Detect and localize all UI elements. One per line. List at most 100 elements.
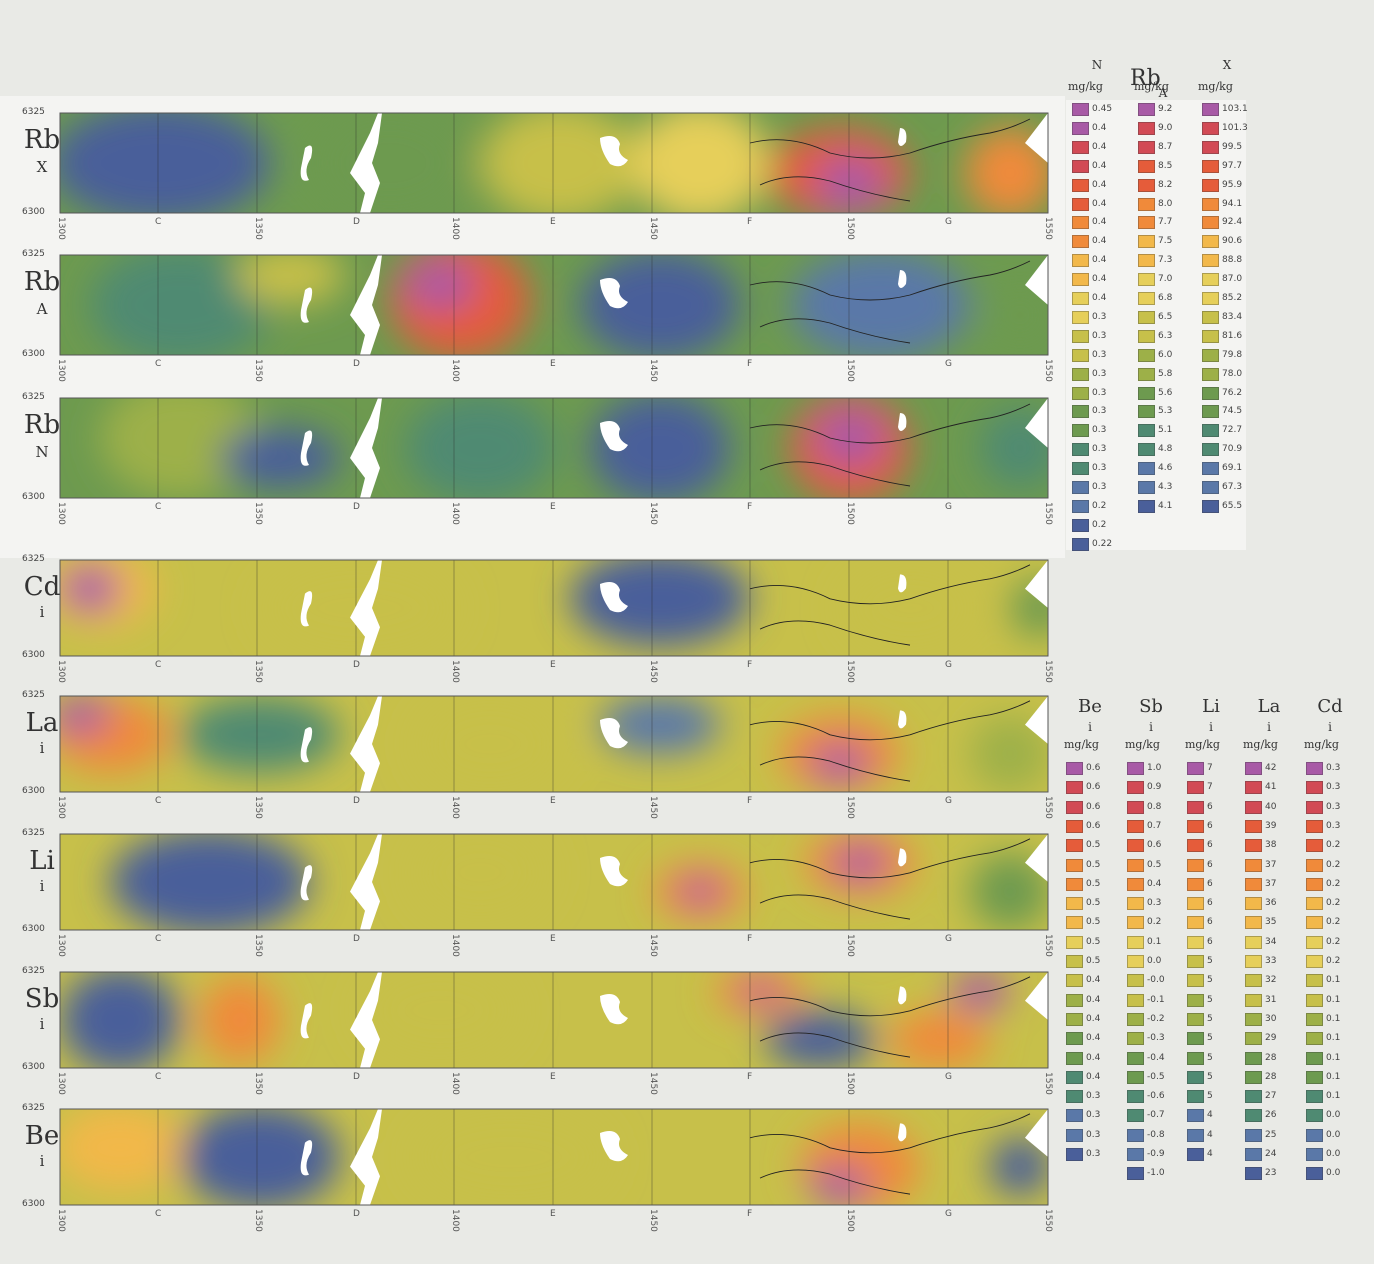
island-shape <box>600 136 628 167</box>
legend-swatch <box>1138 405 1155 419</box>
legend-value: 0.4 <box>1092 236 1107 247</box>
legend-unit: mg/kg <box>1125 738 1160 751</box>
heatmap-blob <box>580 255 740 355</box>
legend-swatch <box>1066 781 1083 795</box>
map-panel-rb-x: Rb X 6325 6300 1300 C 1350 D 1400 E 1450 F 1500 G 1550 <box>0 107 1060 240</box>
legend-swatch <box>1127 839 1144 853</box>
legend-swatch <box>1127 1109 1144 1123</box>
island-shape <box>300 727 313 763</box>
axis-tick-label: 1400 <box>450 359 460 382</box>
axis-tick-label: 1550 <box>1043 796 1053 819</box>
legend-swatch <box>1072 292 1089 305</box>
legend-value: 25 <box>1265 1129 1277 1140</box>
legend-value: 81.6 <box>1222 330 1243 341</box>
legend-value: -0.5 <box>1147 1071 1165 1082</box>
legend-value: 9.0 <box>1158 122 1173 133</box>
heatmap <box>59 397 1049 499</box>
legend-swatch <box>1066 1090 1083 1104</box>
legend-swatch <box>1187 1148 1204 1161</box>
legend-swatch <box>1306 762 1323 775</box>
legend-value: 0.4 <box>1147 878 1162 889</box>
island-shape <box>300 1003 313 1039</box>
legend-value: 0.3 <box>1092 387 1107 398</box>
map-frame <box>59 695 1049 793</box>
axis-tick-label: 1300 <box>56 217 66 240</box>
axis-tick-label: G <box>945 1209 952 1219</box>
legend-swatch <box>1138 424 1155 438</box>
heatmap-blob <box>90 255 270 355</box>
axis-tick-label: E <box>550 359 556 369</box>
island-shape <box>600 1131 628 1162</box>
legend-value: 0.2 <box>1092 500 1107 511</box>
legend-value: 29 <box>1265 1033 1277 1044</box>
legend-value: 0.4 <box>1092 160 1107 171</box>
legend-swatch <box>1138 292 1155 305</box>
legend-swatch <box>1306 955 1323 968</box>
legend-value: 0.1 <box>1326 994 1341 1005</box>
legend-value: 0.0 <box>1326 1149 1341 1159</box>
legend-sub-label: i <box>1209 720 1213 734</box>
legend-value: 0.0 <box>1326 1168 1341 1179</box>
legend-sub-label: A <box>1158 86 1168 100</box>
legend-value: 24 <box>1265 1149 1277 1159</box>
axis-tick-label: 1300 <box>56 1209 66 1232</box>
legend-title: Be <box>1078 696 1102 717</box>
legend-value: 79.8 <box>1222 349 1243 360</box>
element-sub-label: i <box>39 1015 45 1034</box>
axis-tick-label: C <box>155 796 162 806</box>
legend-swatch <box>1138 235 1155 249</box>
legend-value: 0.1 <box>1326 1091 1341 1102</box>
legend-swatch <box>1066 897 1083 911</box>
legend-swatch <box>1202 481 1219 494</box>
legend-value: 0.3 <box>1092 330 1107 341</box>
element-label: Li <box>29 845 55 876</box>
legend-value: 0.3 <box>1092 463 1107 474</box>
map-panel-cd-i: Cd i 6325 6300 1300 C 1350 D 1400 E 1450 F 1500 G 1550 <box>0 554 1060 683</box>
axis-tick-label: 1350 <box>253 660 263 683</box>
legend-title: La <box>1257 696 1281 717</box>
legend-swatch <box>1245 955 1262 968</box>
legend-value: 0.3 <box>1326 782 1341 793</box>
island-shape <box>1025 696 1048 744</box>
legend-value: 41 <box>1265 782 1277 793</box>
legend-value: 0.0 <box>1326 1110 1341 1121</box>
heatmap-blob <box>790 255 970 355</box>
legend-value: 0.3 <box>1092 406 1107 417</box>
legend-swatch <box>1202 140 1219 154</box>
legend-value: 4 <box>1207 1129 1213 1140</box>
legend-swatch <box>1138 386 1155 400</box>
legend-value: 0.3 <box>1086 1149 1101 1159</box>
legend-sub-label: i <box>1088 720 1092 734</box>
island-shape <box>300 591 313 627</box>
legend-value: 5 <box>1207 1091 1213 1102</box>
legend-value: 0.4 <box>1092 141 1107 152</box>
axis-tick-label: 1350 <box>253 796 263 819</box>
legend-swatch <box>1072 443 1089 457</box>
map-panel-rb-a: Rb A 6325 6300 1300 C 1350 D 1400 E 1450 F 1500 G 1550 <box>0 249 1060 382</box>
legend-swatch <box>1066 1032 1083 1046</box>
legend-swatch <box>1245 935 1262 949</box>
legend-value: 78.0 <box>1222 368 1243 379</box>
axis-tick-label: 1450 <box>648 217 658 240</box>
axis-tick-label: C <box>155 502 162 512</box>
element-sub-label: i <box>39 1152 45 1171</box>
axis-tick-label: G <box>945 796 952 806</box>
axis-tick-label: 1550 <box>1043 1209 1053 1232</box>
axis-tick-label: 1300 <box>56 660 66 683</box>
island-shape <box>898 986 907 1005</box>
legend-swatch <box>1127 935 1144 949</box>
heatmap <box>59 833 1049 931</box>
axis-tick-label: D <box>353 502 360 512</box>
axis-tick-label: 1500 <box>845 359 855 382</box>
legend-swatch <box>1245 1128 1262 1142</box>
legend-value: -0.1 <box>1147 994 1165 1005</box>
axis-tick-label: C <box>155 217 162 227</box>
legend-swatch <box>1187 1012 1204 1026</box>
legend-swatch <box>1306 1167 1323 1181</box>
legend-value: 0.6 <box>1147 840 1162 851</box>
legend-unit: mg/kg <box>1134 80 1169 93</box>
legend-swatch <box>1138 462 1155 476</box>
legend-swatch <box>1245 877 1262 891</box>
heatmap-blob <box>970 853 1048 930</box>
legend-value: 37 <box>1265 859 1277 870</box>
